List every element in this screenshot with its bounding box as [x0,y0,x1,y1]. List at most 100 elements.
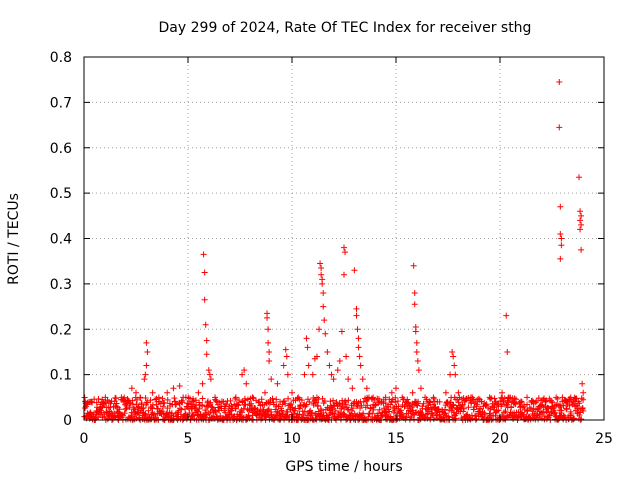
y-tick-label: 0.5 [50,186,72,202]
axis-ticks: 0 5 10 15 20 25 0 0.1 0.2 0.3 0.4 0.5 0.6 0.7 0.8 [50,50,613,447]
data-point [414,358,421,365]
data-point [461,398,468,405]
data-point [203,351,210,358]
band-point [170,416,177,423]
data-point [334,367,341,374]
band-point [360,410,367,417]
band-point [395,403,402,410]
band-point [431,404,438,411]
data-point [505,394,512,401]
band-point [161,400,168,407]
data-point [195,389,202,396]
band-point [236,397,243,404]
band-point [164,396,171,403]
band-point [289,404,296,411]
data-point [417,385,424,392]
band-point [563,405,570,412]
band-point [134,410,141,417]
band-point [526,404,533,411]
band-point [123,405,130,412]
band-point [371,402,378,409]
data-point [413,339,420,346]
data-point [212,394,219,401]
data-point [182,394,189,401]
data-point [143,339,150,346]
data-point [128,385,135,392]
data-point [155,394,162,401]
data-point [556,78,563,85]
band-point [269,395,276,402]
band-point [95,395,102,402]
data-point [313,353,320,360]
data-point [467,394,474,401]
data-point [345,376,352,383]
data-point [450,353,457,360]
data-point [99,403,106,410]
data-point [265,339,272,346]
band-point [121,410,128,417]
data-point [87,398,94,405]
data-point [474,398,481,405]
band-point [143,399,150,406]
band-point [483,401,490,408]
band-point [455,399,462,406]
band-point [560,402,567,409]
data-point [557,255,564,262]
band-point [492,412,499,419]
data-point [274,380,281,387]
band-point [239,409,246,416]
band-point [502,408,509,415]
band-point [508,403,515,410]
band-point [111,413,118,420]
band-point [306,398,313,405]
data-point [452,371,459,378]
band-point [207,399,214,406]
band-point [282,400,289,407]
data-point [363,385,370,392]
band-point [505,399,512,406]
data-point [318,264,325,271]
band-point [199,395,206,402]
y-tick-label: 0.2 [50,322,72,338]
band-point [369,410,376,417]
band-point [159,395,166,402]
band-point [192,404,199,411]
band-point [199,402,206,409]
data-point [359,376,366,383]
data-point [202,321,209,328]
data-point [370,394,377,401]
y-tick-label: 0.1 [50,368,72,384]
band-point [142,410,149,417]
x-tick-label: 5 [184,431,193,447]
band-point [81,394,88,401]
band-point [482,411,489,418]
data-point [353,312,360,319]
data-point [122,398,129,405]
band-point [152,396,159,403]
data-point [579,380,586,387]
band-point [430,401,437,408]
band-point [101,413,108,420]
data-point [301,371,308,378]
x-tick-label: 25 [595,431,613,447]
data-point [264,314,271,321]
band-point [386,408,393,415]
data-point [241,367,248,374]
band-point [314,402,321,409]
band-point [116,406,123,413]
data-point [413,348,420,355]
band-point [312,415,319,422]
data-point [349,385,356,392]
band-point [122,406,129,413]
band-point [576,400,583,407]
data-point [105,398,112,405]
band-point [495,407,502,414]
data-point [142,371,149,378]
data-point [556,124,563,131]
data-point [430,394,437,401]
band-point [445,413,452,420]
band-point [578,395,585,402]
band-point [558,407,565,414]
band-point [382,400,389,407]
band-point [142,394,149,401]
